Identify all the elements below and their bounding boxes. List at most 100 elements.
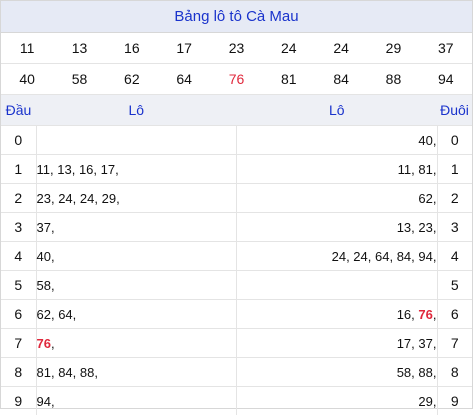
duoi-digit: 0 <box>437 126 472 155</box>
duoi-digit: 3 <box>437 213 472 242</box>
dau-digit: 8 <box>1 358 36 387</box>
lo-left-cell: 58, <box>36 271 237 300</box>
result-number: 13 <box>53 33 105 63</box>
lo-number: 94 <box>418 249 432 264</box>
lo-left-cell: 11, 13, 16, 17, <box>36 155 237 184</box>
lo-left-cell <box>36 126 237 155</box>
duoi-digit: 2 <box>437 184 472 213</box>
header-lo-right: Lô <box>237 95 438 126</box>
result-number: 24 <box>315 33 367 63</box>
lo-number: 24 <box>58 191 72 206</box>
dau-digit: 1 <box>1 155 36 184</box>
result-number: 81 <box>263 64 315 94</box>
loto-table-header: Đầu Lô Lô Đuôi <box>1 95 472 126</box>
lo-number: 23 <box>37 191 51 206</box>
lo-right-cell: 58, 88, <box>237 358 438 387</box>
duoi-digit: 7 <box>437 329 472 358</box>
lo-number: 16 <box>397 307 411 322</box>
lo-number: 94 <box>37 394 51 409</box>
lo-number: 24 <box>80 191 94 206</box>
lo-number: 37 <box>37 220 51 235</box>
duoi-digit: 4 <box>437 242 472 271</box>
lo-number: 58 <box>37 278 51 293</box>
result-number: 37 <box>420 33 472 63</box>
lo-number: 11 <box>37 162 51 177</box>
dau-digit: 7 <box>1 329 36 358</box>
lo-number: 64 <box>375 249 389 264</box>
lo-right-cell: 13, 23, <box>237 213 438 242</box>
lo-number: 11 <box>398 162 412 177</box>
lo-left-cell: 23, 24, 24, 29, <box>36 184 237 213</box>
result-number: 88 <box>367 64 419 94</box>
lo-number: 29 <box>418 394 432 409</box>
lo-number: 81 <box>37 365 51 380</box>
lo-number: 40 <box>37 249 51 264</box>
lo-number: 17 <box>397 336 411 351</box>
lo-number: 17 <box>101 162 115 177</box>
dau-digit: 4 <box>1 242 36 271</box>
lo-number: 13 <box>397 220 411 235</box>
result-number: 76 <box>210 64 262 94</box>
header-dau: Đầu <box>1 95 36 126</box>
lo-right-cell <box>237 271 438 300</box>
result-number: 64 <box>158 64 210 94</box>
duoi-digit: 6 <box>437 300 472 329</box>
result-number: 11 <box>1 33 53 63</box>
lo-number: 40 <box>418 133 432 148</box>
dau-digit: 9 <box>1 387 36 415</box>
result-number: 40 <box>1 64 53 94</box>
lo-number: 84 <box>397 249 411 264</box>
dau-digit: 3 <box>1 213 36 242</box>
lo-left-cell: 40, <box>36 242 237 271</box>
lo-number: 37 <box>418 336 432 351</box>
lo-right-cell: 40, <box>237 126 438 155</box>
lo-number: 88 <box>80 365 94 380</box>
duoi-digit: 9 <box>437 387 472 415</box>
result-number: 29 <box>367 33 419 63</box>
result-number: 84 <box>315 64 367 94</box>
lo-number: 24 <box>332 249 346 264</box>
dau-digit: 0 <box>1 126 36 155</box>
lo-number: 76 <box>37 336 51 351</box>
dau-digit: 2 <box>1 184 36 213</box>
lo-right-cell: 29, <box>237 387 438 415</box>
result-number: 16 <box>106 33 158 63</box>
result-number: 58 <box>53 64 105 94</box>
duoi-digit: 5 <box>437 271 472 300</box>
lo-number: 29 <box>102 191 116 206</box>
result-number: 62 <box>106 64 158 94</box>
lo-right-cell: 11, 81, <box>237 155 438 184</box>
lo-left-cell: 81, 84, 88, <box>36 358 237 387</box>
lo-left-cell: 94, <box>36 387 237 415</box>
duoi-digit: 8 <box>437 358 472 387</box>
result-number: 23 <box>210 33 262 63</box>
lo-number: 62 <box>37 307 51 322</box>
header-duoi: Đuôi <box>437 95 472 126</box>
lo-number: 23 <box>418 220 432 235</box>
lo-left-cell: 37, <box>36 213 237 242</box>
lo-left-cell: 62, 64, <box>36 300 237 329</box>
dau-digit: 5 <box>1 271 36 300</box>
lo-number: 16 <box>79 162 93 177</box>
lo-right-cell: 62, <box>237 184 438 213</box>
duoi-digit: 1 <box>437 155 472 184</box>
lo-right-cell: 17, 37, <box>237 329 438 358</box>
lo-right-cell: 16, 76, <box>237 300 438 329</box>
dau-digit: 6 <box>1 300 36 329</box>
lo-number: 24 <box>353 249 367 264</box>
lo-number: 76 <box>418 307 432 322</box>
lo-number: 62 <box>418 191 432 206</box>
lo-number: 88 <box>418 365 432 380</box>
